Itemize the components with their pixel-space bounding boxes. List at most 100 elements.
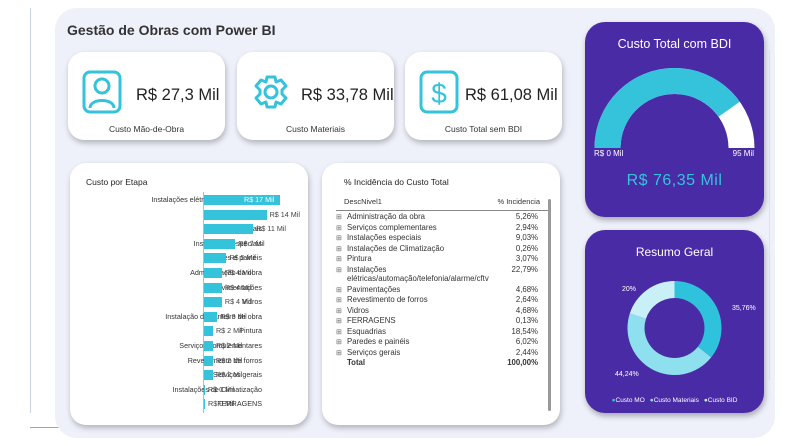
bar-value-label: R$ 4 Mil bbox=[224, 268, 252, 277]
row-name: FERRAGENS bbox=[347, 316, 396, 325]
bar-category-label: Pavimentações bbox=[212, 282, 262, 292]
legend-item-mo[interactable]: ●Custo MO bbox=[611, 397, 645, 404]
row-name: Instalações elétricas/automação/telefoni… bbox=[347, 264, 489, 284]
donut-slice-bid[interactable] bbox=[629, 281, 675, 319]
bar[interactable] bbox=[204, 209, 267, 220]
expand-icon[interactable]: ⊞ bbox=[336, 224, 342, 232]
expand-icon[interactable]: ⊞ bbox=[336, 349, 342, 357]
bar-row[interactable]: Serviços complementares R$ 2 Mil bbox=[70, 340, 308, 352]
row-name: Serviços gerais bbox=[347, 347, 401, 357]
table-row[interactable]: ⊞ FERRAGENS 0,13% bbox=[336, 315, 548, 326]
table-row[interactable]: ⊞ Serviços gerais 2,44% bbox=[336, 347, 548, 358]
table-row[interactable]: ⊞ Vidros 4,68% bbox=[336, 305, 548, 316]
expand-icon[interactable]: ⊞ bbox=[336, 245, 342, 253]
expand-icon[interactable]: ⊞ bbox=[336, 286, 342, 294]
table-total-row: Total 100,00% bbox=[336, 357, 548, 368]
bar[interactable] bbox=[204, 268, 222, 278]
legend-item-bid[interactable]: ●Custo BID bbox=[703, 397, 738, 404]
gauge-value: R$ 76,35 Mil bbox=[626, 172, 723, 189]
bar-value-label: R$ 3 Mil bbox=[220, 311, 247, 321]
donut-label-mo: 35,76% bbox=[732, 305, 756, 312]
bar-row[interactable]: EsquadriasR$ 14 Mil bbox=[70, 209, 308, 221]
table-scrollbar[interactable] bbox=[548, 199, 551, 411]
table-body: ⊞ Administração da obra 5,26% ⊞ Serviços com… bbox=[336, 211, 548, 357]
column-header-descnivel1[interactable]: DescNivel1 bbox=[344, 197, 382, 206]
bar-row[interactable]: Paredes e painéis R$ 5 Mil bbox=[70, 252, 308, 264]
table-row[interactable]: ⊞ Instalações elétricas/automação/telefon… bbox=[336, 264, 548, 284]
custo-total-bdi-card: Custo Total com BDI R$ 0 Mil 95 Mil R$ 7… bbox=[585, 22, 764, 217]
expand-icon[interactable]: ⊞ bbox=[336, 328, 342, 336]
bar-row[interactable]: Vidros R$ 4 Mil bbox=[70, 296, 308, 308]
gauge-max-label: 95 Mil bbox=[732, 149, 754, 158]
bar[interactable] bbox=[204, 224, 254, 235]
kpi-card-total-sem-bdi[interactable]: $ R$ 61,08 Mil Custo Total sem BDI bbox=[405, 52, 562, 140]
donut-slice-materiais[interactable] bbox=[627, 313, 712, 375]
table-row[interactable]: ⊞ Serviços complementares 2,94% bbox=[336, 222, 548, 233]
expand-icon[interactable]: ⊞ bbox=[336, 339, 342, 346]
expand-icon[interactable]: ⊞ bbox=[336, 297, 342, 304]
gear-icon bbox=[254, 75, 288, 109]
table-row[interactable]: ⊞ Esquadrias 18,54% bbox=[336, 326, 548, 337]
donut-label-bid: 20% bbox=[622, 286, 637, 293]
bar-row[interactable]: Serviços gerais R$ 2 Mil bbox=[70, 369, 308, 381]
bar[interactable] bbox=[204, 238, 236, 249]
bar-value-label: R$ 2 Mil bbox=[215, 326, 243, 336]
kpi-card-materiais[interactable]: R$ 33,78 Mil Custo Materiais bbox=[237, 52, 394, 140]
gauge-fill bbox=[594, 68, 740, 148]
bar[interactable] bbox=[204, 282, 222, 293]
bar[interactable] bbox=[204, 384, 205, 395]
row-percent: 2,94% bbox=[515, 222, 538, 232]
row-name: Administração da obra bbox=[347, 212, 426, 221]
bar[interactable] bbox=[204, 370, 213, 381]
bar[interactable] bbox=[204, 399, 205, 410]
bar[interactable] bbox=[204, 297, 222, 308]
bar-row[interactable]: Pintura R$ 2 Mil bbox=[70, 325, 308, 337]
table-row[interactable]: ⊞ Paredes e painéis 6,02% bbox=[336, 336, 548, 347]
column-header-incidencia[interactable]: % Incidencia bbox=[497, 197, 540, 206]
expand-icon[interactable]: ⊞ bbox=[336, 256, 342, 263]
table-row[interactable]: ⊞ Pavimentações 4,68% bbox=[336, 284, 548, 295]
row-percent: 4,68% bbox=[515, 284, 538, 294]
expand-icon[interactable]: ⊞ bbox=[336, 214, 342, 221]
row-percent: 22,79% bbox=[511, 264, 538, 274]
decor-line-right bbox=[769, 50, 770, 380]
expand-icon[interactable]: ⊞ bbox=[336, 235, 342, 242]
bar-value-label: R$ 5 Mil bbox=[229, 253, 256, 263]
bar-value-label: R$ 4 Mil bbox=[224, 282, 252, 292]
expand-icon[interactable]: ⊞ bbox=[336, 266, 342, 274]
bar-row[interactable]: Serviços iniciaisR$ 11 Mil bbox=[70, 223, 308, 235]
bar-row[interactable]: Instalações elétricas/automação/...R$ 17… bbox=[70, 194, 308, 206]
row-percent: 2,64% bbox=[515, 295, 538, 304]
custo-por-etapa-panel: Custo por Etapa Instalações elétricas/au… bbox=[70, 163, 308, 425]
table-row[interactable]: ⊞ Instalações especiais 9,03% bbox=[336, 232, 548, 243]
bar[interactable] bbox=[204, 326, 213, 337]
expand-icon[interactable]: ⊞ bbox=[336, 318, 342, 325]
table-row[interactable]: ⊞ Instalações de Climatização 0,26% bbox=[336, 243, 548, 254]
legend-item-materiais[interactable]: ●Custo Materiais bbox=[649, 397, 699, 404]
bar[interactable] bbox=[204, 311, 218, 322]
donut-slice-mo[interactable] bbox=[674, 281, 722, 358]
row-percent: 0,13% bbox=[515, 316, 538, 325]
bar-value-label: R$ 0 Mil bbox=[208, 399, 235, 409]
bar-row[interactable]: FERRAGENS R$ 0 Mil bbox=[70, 398, 308, 410]
bar[interactable] bbox=[204, 341, 213, 351]
bar-row[interactable]: Instalações de Climatização R$ 0 Mil bbox=[70, 384, 308, 396]
bar-row[interactable]: Pavimentações R$ 4 Mil bbox=[70, 282, 308, 294]
donut-chart bbox=[627, 281, 722, 375]
bar-row[interactable]: Revestimento de forros R$ 2 Mil bbox=[70, 355, 308, 367]
row-percent: 18,54% bbox=[511, 326, 538, 336]
bar[interactable] bbox=[204, 253, 227, 264]
expand-icon[interactable]: ⊞ bbox=[336, 307, 342, 315]
row-name: Pintura bbox=[347, 254, 372, 263]
bar-row[interactable]: Administração da obra R$ 4 Mil bbox=[70, 267, 308, 279]
kpi-card-mao-de-obra[interactable]: R$ 27,3 Mil Custo Mão-de-Obra bbox=[68, 52, 225, 140]
resumo-geral-card: Resumo Geral 20% 35,76% 44,24% ●Custo MO… bbox=[585, 230, 764, 413]
row-percent: 3,07% bbox=[515, 254, 538, 263]
bar[interactable] bbox=[204, 355, 213, 366]
table-row[interactable]: ⊞ Revestimento de forros 2,64% bbox=[336, 294, 548, 305]
table-row[interactable]: ⊞ Pintura 3,07% bbox=[336, 253, 548, 264]
bar[interactable] bbox=[204, 195, 280, 205]
table-row[interactable]: ⊞ Administração da obra 5,26% bbox=[336, 211, 548, 222]
